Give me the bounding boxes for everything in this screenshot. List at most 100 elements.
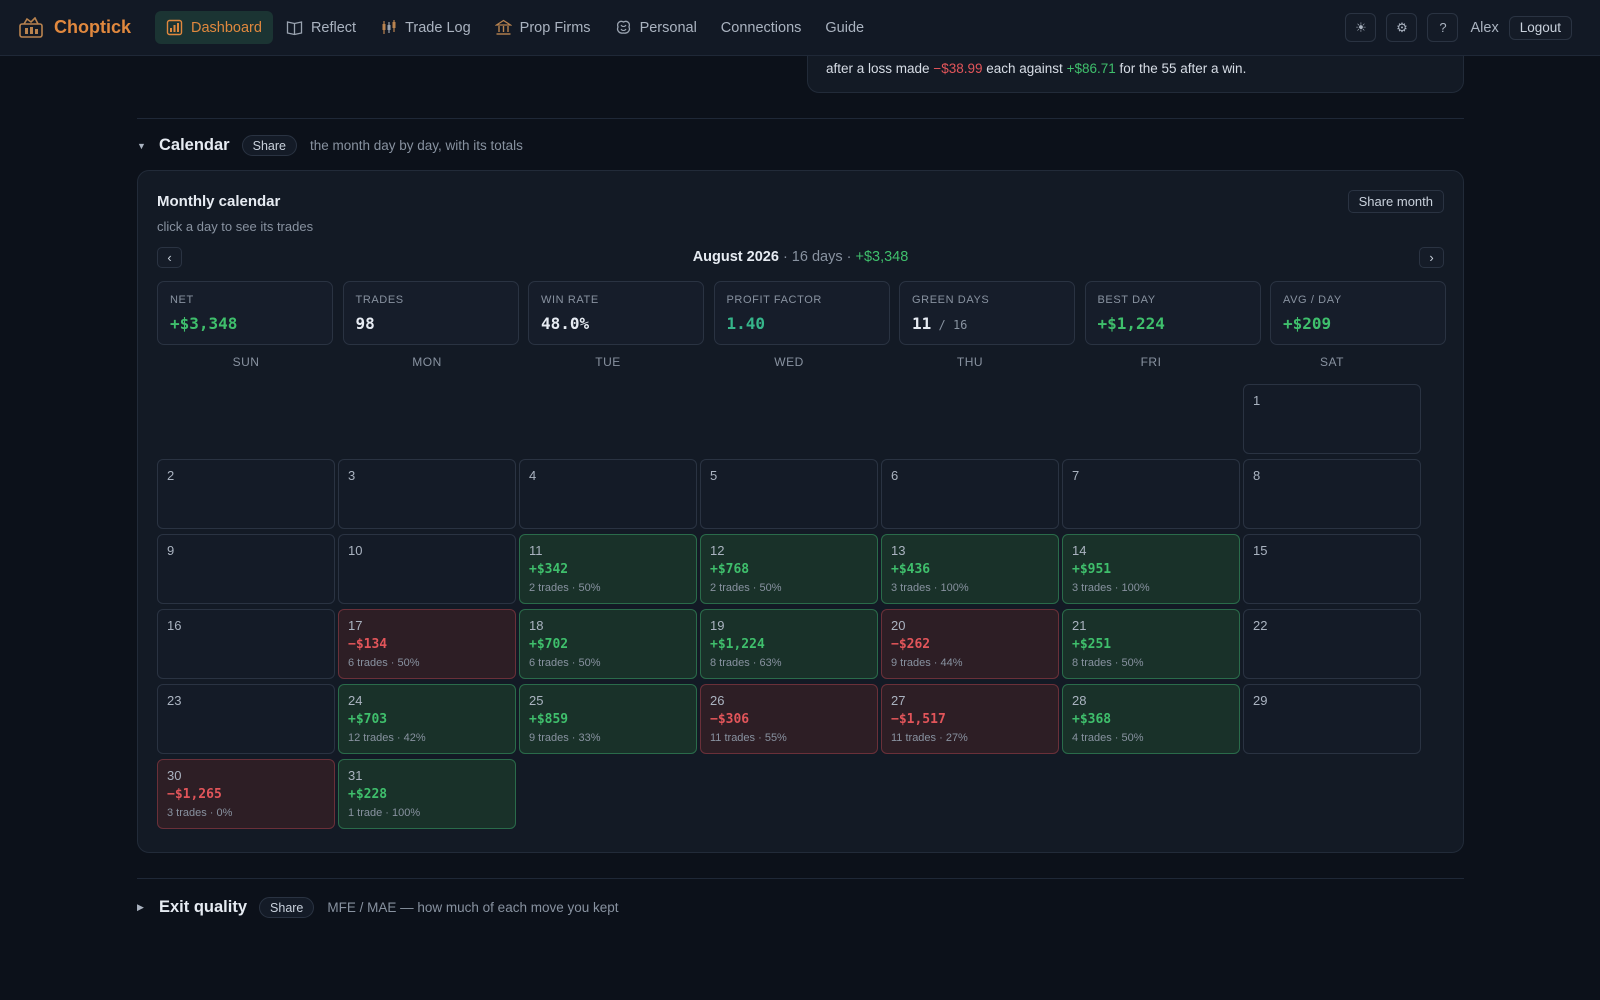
stat-card-avg-day: AVG / DAY +$209: [1270, 281, 1446, 345]
nav-item-trade-log[interactable]: Trade Log: [369, 11, 482, 44]
logout-button[interactable]: Logout: [1508, 15, 1572, 40]
day-pnl: +$1,224: [710, 637, 765, 652]
insight-loss-value: −$38.99: [933, 61, 983, 76]
stat-card-win-rate: WIN RATE 48.0%: [528, 281, 704, 345]
brand[interactable]: Choptick: [18, 16, 131, 39]
calendar-day-17[interactable]: 17 −$134 6 trades · 50%: [338, 609, 516, 679]
day-number: 30: [167, 768, 182, 783]
stat-label: PROFIT FACTOR: [726, 294, 822, 306]
month-name: August 2026: [692, 249, 779, 265]
calendar-day-2[interactable]: 2: [157, 459, 335, 529]
share-month-button[interactable]: Share month: [1347, 190, 1444, 213]
calendar-day-6[interactable]: 6: [881, 459, 1059, 529]
day-number: 1: [1253, 393, 1261, 408]
calendar-day-27[interactable]: 27 −$1,517 11 trades · 27%: [881, 684, 1059, 754]
day-number: 26: [710, 693, 725, 708]
calendar-day-14[interactable]: 14 +$951 3 trades · 100%: [1062, 534, 1240, 604]
day-number: 11: [529, 543, 543, 558]
day-pnl: −$1,265: [167, 787, 222, 802]
day-trade-summary: 8 trades · 50%: [1072, 657, 1144, 669]
day-number: 13: [891, 543, 906, 558]
stat-label: GREEN DAYS: [912, 294, 990, 306]
day-trade-summary: 4 trades · 50%: [1072, 732, 1144, 744]
weekday-label: THU: [956, 355, 984, 369]
gear-icon: ⚙: [1396, 19, 1408, 35]
exit-quality-share-button[interactable]: Share: [259, 897, 315, 918]
calendar-day-25[interactable]: 25 +$859 9 trades · 33%: [519, 684, 697, 754]
calendar-day-30[interactable]: 30 −$1,265 3 trades · 0%: [157, 759, 335, 829]
day-number: 24: [348, 693, 363, 708]
day-number: 3: [348, 468, 356, 483]
prev-month-button[interactable]: ‹: [157, 247, 182, 268]
stat-card-profit-factor: PROFIT FACTOR 1.40: [713, 281, 890, 345]
user-name[interactable]: Alex: [1470, 19, 1499, 36]
calendar-day-29[interactable]: 29: [1243, 684, 1421, 754]
calendar-share-button[interactable]: Share: [241, 135, 297, 156]
stat-cards: NET +$3,348 TRADES 98 WIN RATE 48.0% PROFIT FA…: [157, 281, 1446, 345]
stat-card-trades: TRADES 98: [342, 281, 519, 345]
calendar-day-20[interactable]: 20 −$262 9 trades · 44%: [881, 609, 1059, 679]
stat-value: +$209: [1283, 314, 1331, 333]
theme-toggle-button[interactable]: ☀: [1345, 13, 1377, 42]
calendar-section-header[interactable]: ▼ Calendar Share the month day by day, w…: [137, 135, 523, 156]
calendar-day-28[interactable]: 28 +$368 4 trades · 50%: [1062, 684, 1240, 754]
nav-item-dashboard[interactable]: Dashboard: [155, 11, 273, 44]
calendar-day-7[interactable]: 7: [1062, 459, 1240, 529]
nav-item-personal[interactable]: Personal: [604, 11, 708, 44]
calendar-day-13[interactable]: 13 +$436 3 trades · 100%: [881, 534, 1059, 604]
chevron-left-icon: ‹: [167, 250, 172, 265]
card-subtitle: click a day to see its trades: [157, 219, 314, 234]
nav-item-label: Connections: [720, 19, 802, 36]
help-button[interactable]: ?: [1427, 13, 1459, 42]
insight-suffix: for the 55 after a win.: [1115, 61, 1247, 76]
stat-value-main: 11: [912, 314, 932, 333]
nav-item-reflect[interactable]: Reflect: [275, 11, 367, 44]
weekday-label: SAT: [1320, 355, 1344, 369]
day-trade-summary: 1 trade · 100%: [348, 807, 421, 819]
calendar-day-12[interactable]: 12 +$768 2 trades · 50%: [700, 534, 878, 604]
exit-quality-section-header[interactable]: ▶ Exit quality Share MFE / MAE — how muc…: [137, 897, 619, 918]
stat-label: NET: [170, 294, 194, 306]
caret-right-icon[interactable]: ▶: [137, 902, 144, 912]
calendar-day-15[interactable]: 15: [1243, 534, 1421, 604]
section-divider: [137, 118, 1464, 119]
calendar-day-19[interactable]: 19 +$1,224 8 trades · 63%: [700, 609, 878, 679]
calendar-day-18[interactable]: 18 +$702 6 trades · 50%: [519, 609, 697, 679]
stat-label: AVG / DAY: [1283, 294, 1342, 306]
section-title: Calendar: [159, 136, 230, 154]
calendar-day-22[interactable]: 22: [1243, 609, 1421, 679]
day-number: 4: [529, 468, 537, 483]
calendar-day-11[interactable]: 11 +$342 2 trades · 50%: [519, 534, 697, 604]
calendar-day-26[interactable]: 26 −$306 11 trades · 55%: [700, 684, 878, 754]
day-pnl: +$368: [1072, 712, 1112, 727]
calendar-day-23[interactable]: 23: [157, 684, 335, 754]
day-pnl: −$262: [891, 637, 931, 652]
settings-button[interactable]: ⚙: [1386, 13, 1418, 42]
calendar-day-8[interactable]: 8: [1243, 459, 1421, 529]
nav-item-connections[interactable]: Connections: [710, 11, 813, 44]
calendar-day-10[interactable]: 10: [338, 534, 516, 604]
calendar-day-3[interactable]: 3: [338, 459, 516, 529]
caret-down-icon[interactable]: ▼: [137, 140, 146, 151]
section-description: MFE / MAE — how much of each move you ke…: [327, 900, 619, 915]
next-month-button[interactable]: ›: [1419, 247, 1444, 268]
insight-middle: each against: [982, 61, 1067, 76]
calendar-day-24[interactable]: 24 +$703 12 trades · 42%: [338, 684, 516, 754]
nav-item-prop-firms[interactable]: Prop Firms: [484, 11, 602, 44]
day-number: 19: [710, 618, 725, 633]
calendar-day-1[interactable]: 1: [1243, 384, 1421, 454]
stat-value: 98: [356, 314, 375, 333]
month-summary: August 2026 · 16 days · +$3,348: [138, 249, 1463, 265]
calendar-day-5[interactable]: 5: [700, 459, 878, 529]
calendar-day-16[interactable]: 16: [157, 609, 335, 679]
nav-item-guide[interactable]: Guide: [814, 11, 875, 44]
stat-value-main: +$209: [1283, 314, 1332, 333]
calendar-day-9[interactable]: 9: [157, 534, 335, 604]
calendar-day-21[interactable]: 21 +$251 8 trades · 50%: [1062, 609, 1240, 679]
day-number: 21: [1072, 618, 1087, 633]
day-number: 18: [529, 618, 544, 633]
calendar-day-4[interactable]: 4: [519, 459, 697, 529]
day-pnl: −$1,517: [891, 712, 946, 727]
day-number: 2: [167, 468, 175, 483]
calendar-day-31[interactable]: 31 +$228 1 trade · 100%: [338, 759, 516, 829]
